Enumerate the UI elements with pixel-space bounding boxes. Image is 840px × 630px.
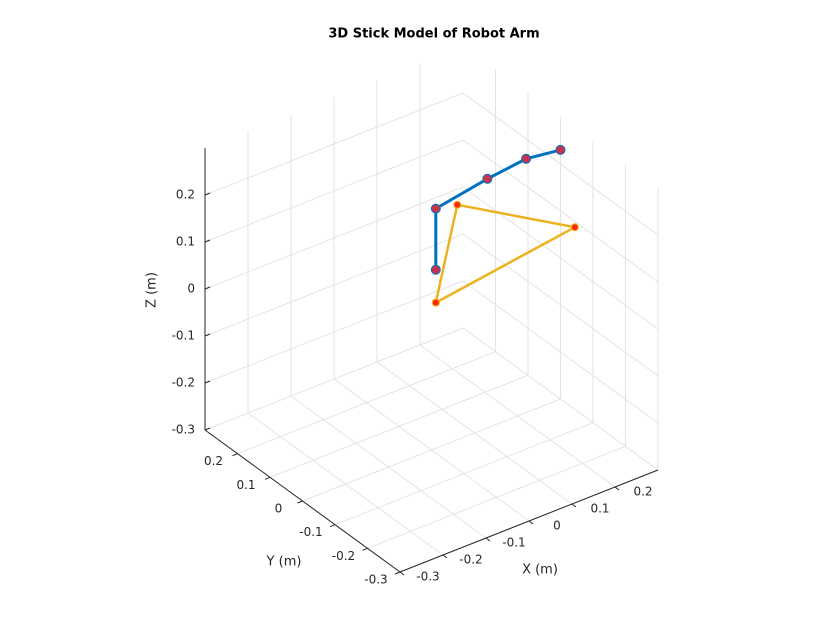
x-tick xyxy=(528,520,534,525)
x-tick-label: 0.1 xyxy=(590,502,609,516)
x-axis-title: X (m) xyxy=(522,563,558,578)
grid-line xyxy=(204,280,464,384)
x-tick xyxy=(571,503,577,508)
grid-line xyxy=(334,422,594,526)
joint-marker xyxy=(431,298,440,307)
z-tick-label: -0.3 xyxy=(172,423,195,437)
y-tick xyxy=(362,547,368,551)
y-tick-label: 0.2 xyxy=(204,454,223,468)
y-tick xyxy=(329,524,336,528)
z-tick xyxy=(204,286,211,290)
grid-line xyxy=(204,327,464,431)
y-tick-label: 0 xyxy=(275,502,283,516)
grid-line xyxy=(462,92,659,236)
z-tick-label: 0.2 xyxy=(176,188,195,202)
series-line xyxy=(434,203,579,304)
z-tick xyxy=(204,239,211,243)
y-tick-label: 0.1 xyxy=(236,478,255,492)
grid-line xyxy=(204,92,464,196)
grid-line xyxy=(269,374,529,478)
y-tick-label: -0.2 xyxy=(332,549,355,563)
x-tick xyxy=(485,537,491,542)
joint-marker xyxy=(453,200,462,209)
grid-line xyxy=(462,233,659,377)
joint-marker xyxy=(482,173,493,184)
grid-line xyxy=(462,327,659,471)
grid-line xyxy=(462,280,659,424)
grid-line xyxy=(204,233,464,337)
y-tick-label: -0.1 xyxy=(299,525,322,539)
x-tick-label: -0.2 xyxy=(459,553,482,567)
z-tick-label: -0.1 xyxy=(172,329,195,343)
y-tick xyxy=(297,500,303,504)
grid-line xyxy=(302,398,561,502)
grid-line xyxy=(204,186,464,290)
x-tick-label: -0.3 xyxy=(416,570,439,584)
z-tick-label: 0.1 xyxy=(176,235,195,249)
y-tick-label: -0.3 xyxy=(364,573,387,587)
z-tick-label: -0.2 xyxy=(172,376,195,390)
x-tick-label: 0 xyxy=(553,519,561,533)
joint-marker xyxy=(570,223,579,232)
z-axis-title: Z (m) xyxy=(145,272,160,308)
y-axis-title: Y (m) xyxy=(266,555,302,570)
series-line xyxy=(434,148,561,270)
joint-marker xyxy=(430,264,441,275)
joint-marker xyxy=(521,153,532,164)
grid-line xyxy=(237,351,496,455)
x-tick xyxy=(442,554,448,559)
y-tick xyxy=(394,571,401,575)
z-tick xyxy=(204,380,211,384)
z-tick-label: 0 xyxy=(187,282,195,296)
grid-line xyxy=(367,445,626,549)
joint-marker xyxy=(555,144,566,155)
x-tick-label: 0.2 xyxy=(633,485,652,499)
joint-marker xyxy=(430,203,441,214)
x-tick xyxy=(399,571,405,576)
y-tick xyxy=(264,476,271,480)
z-tick xyxy=(204,427,211,431)
grid-line xyxy=(204,139,464,243)
grid-line xyxy=(462,139,659,283)
chart-title: 3D Stick Model of Robot Arm xyxy=(328,27,539,42)
grid-line xyxy=(462,186,659,330)
z-tick xyxy=(204,333,211,337)
y-tick xyxy=(232,453,238,457)
x-tick-label: -0.1 xyxy=(502,536,525,550)
z-tick xyxy=(204,192,211,196)
x-tick xyxy=(614,486,620,491)
